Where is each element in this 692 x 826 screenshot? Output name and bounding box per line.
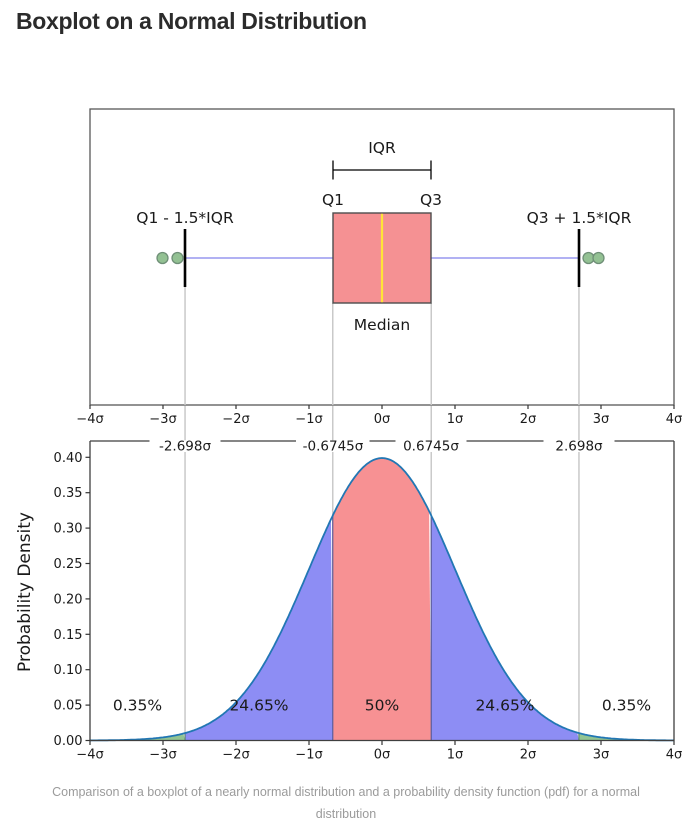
outlier-point <box>582 251 595 265</box>
q3-label: Q3 <box>420 191 442 209</box>
pdf-region <box>185 519 333 741</box>
normal-pdf-curve <box>90 457 674 742</box>
percent-label-center: 50% <box>365 697 399 715</box>
upper-fence-label: Q3 + 1.5*IQR <box>527 209 632 227</box>
outlier-point <box>592 251 605 265</box>
outlier-point <box>156 251 169 265</box>
top-axis-label-upper-whisker: 2.698σ <box>555 439 603 455</box>
y-tick-label: 0.05 <box>54 699 83 714</box>
page-title: Boxplot on a Normal Distribution <box>16 8 367 34</box>
x-tick-label: 0σ <box>374 748 391 763</box>
x-tick-label: −1σ <box>295 748 322 763</box>
x-tick-label: −4σ <box>76 748 103 763</box>
x-tick-label: −2σ <box>222 748 249 763</box>
x-tick-label: 2σ <box>520 412 537 427</box>
x-tick-label: 3σ <box>593 412 610 427</box>
top-axis-label-lower-whisker: -2.698σ <box>159 439 212 455</box>
pdf-shaded-regions <box>90 458 674 741</box>
pdf-panel-spines <box>89 441 675 742</box>
boxplot-gridlines <box>184 287 580 405</box>
pdf-region <box>90 733 185 741</box>
x-tick-label: 3σ <box>593 748 610 763</box>
y-tick-label: 0.35 <box>54 486 83 501</box>
pdf-region-boundaries <box>184 515 580 741</box>
y-tick-label: 0.40 <box>54 451 83 466</box>
figure-caption: Comparison of a boxplot of a nearly norm… <box>52 785 640 821</box>
percent-label-right-tail: 0.35% <box>602 697 651 715</box>
percent-label-left-tail: 0.35% <box>113 697 162 715</box>
lower-fence-label: Q1 - 1.5*IQR <box>136 209 234 227</box>
top-axis-label-q3: 0.6745σ <box>403 439 459 455</box>
pdf-x-axis-ticks: −4σ −3σ −2σ −1σ 0σ 1σ 2σ 3σ 4σ <box>76 741 682 763</box>
y-tick-label: 0.10 <box>54 663 83 678</box>
top-axis-label-q1: -0.6745σ <box>303 439 364 455</box>
y-tick-label: 0.15 <box>54 628 83 643</box>
boxplot-x-axis-ticks: −4σ −3σ −2σ −1σ 0σ 1σ 2σ 3σ 4σ <box>76 405 682 427</box>
pdf-region <box>579 733 674 741</box>
percent-label-left-band: 24.65% <box>229 697 288 715</box>
x-tick-label: 0σ <box>374 412 391 427</box>
y-axis-label: Probability Density <box>15 512 35 672</box>
x-tick-label: −3σ <box>149 412 176 427</box>
y-tick-label: 0.20 <box>54 592 83 607</box>
x-tick-label: −2σ <box>222 412 249 427</box>
pdf-region <box>431 515 579 741</box>
percent-label-right-band: 24.65% <box>475 697 534 715</box>
x-tick-label: −3σ <box>149 748 176 763</box>
y-tick-label: 0.00 <box>54 734 83 749</box>
x-tick-label: −4σ <box>76 412 103 427</box>
y-tick-label: 0.25 <box>54 557 83 572</box>
iqr-label: IQR <box>368 139 396 157</box>
boxplot-pdf-figure: IQR Q1 Q3 Q1 - 1.5*IQR Q3 + 1.5*IQR Medi… <box>15 108 682 763</box>
pdf-y-axis-ticks: 0.00 0.05 0.10 0.15 0.20 0.25 0.30 0.35 0.40 <box>54 451 90 749</box>
gap-gridlines <box>184 405 580 441</box>
outlier-point <box>171 251 184 265</box>
x-tick-label: 2σ <box>520 748 537 763</box>
x-tick-label: 4σ <box>666 412 683 427</box>
x-tick-label: 1σ <box>447 748 464 763</box>
x-tick-label: 4σ <box>666 748 683 763</box>
x-tick-label: −1σ <box>295 412 322 427</box>
x-tick-label: 1σ <box>447 412 464 427</box>
pdf-region <box>332 458 432 741</box>
q1-label: Q1 <box>322 191 344 209</box>
median-label: Median <box>354 316 410 334</box>
iqr-bracket <box>332 160 432 180</box>
y-tick-label: 0.30 <box>54 522 83 537</box>
